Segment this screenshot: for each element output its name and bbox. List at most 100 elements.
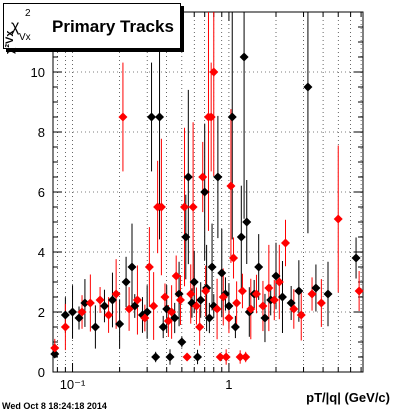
- data-point: [307, 289, 317, 299]
- data-point: [226, 181, 236, 191]
- data-point: [311, 283, 321, 293]
- data-point: [158, 322, 168, 332]
- y-tick-label: 0: [38, 365, 45, 380]
- data-point: [111, 289, 121, 299]
- data-point: [124, 304, 134, 314]
- data-point: [60, 310, 70, 320]
- title-symbol-chi: χ: [11, 18, 20, 35]
- markers-layer: [50, 52, 364, 362]
- data-point: [207, 262, 217, 272]
- data-point: [303, 82, 313, 92]
- data-point: [115, 319, 125, 329]
- data-point: [127, 262, 137, 272]
- data-point: [206, 112, 216, 122]
- data-point: [200, 187, 210, 197]
- data-point: [175, 295, 185, 305]
- data-point: [151, 352, 161, 362]
- data-point: [294, 286, 304, 296]
- data-point: [140, 313, 150, 323]
- data-point: [171, 271, 181, 281]
- data-point: [107, 295, 117, 305]
- data-point: [269, 295, 279, 305]
- data-point: [118, 112, 128, 122]
- tick-labels-layer: 0 2 4 6 8 10 10⁻¹ 1: [31, 65, 233, 392]
- data-point: [183, 172, 193, 182]
- data-point: [277, 292, 287, 302]
- data-point: [165, 352, 175, 362]
- data-point: [201, 286, 211, 296]
- chart-title: Primary Tracks: [52, 17, 174, 36]
- data-point: [218, 292, 228, 302]
- data-point: [90, 322, 100, 332]
- y-tick-label: 4: [38, 245, 45, 260]
- y-tick-label: 10: [31, 65, 45, 80]
- data-point: [251, 289, 261, 299]
- data-point: [215, 352, 225, 362]
- data-point: [212, 304, 222, 314]
- data-point: [155, 112, 165, 122]
- data-point: [354, 286, 364, 296]
- data-point: [174, 289, 184, 299]
- data-point: [74, 313, 84, 323]
- data-point: [77, 307, 87, 317]
- data-point: [188, 202, 198, 212]
- data-point: [50, 349, 60, 359]
- x-tick-label: 1: [225, 377, 232, 392]
- data-point: [193, 352, 203, 362]
- data-point: [60, 322, 70, 332]
- data-point: [189, 277, 199, 287]
- data-point: [254, 262, 264, 272]
- data-point: [236, 232, 246, 242]
- y-tick-label: 2: [38, 305, 45, 320]
- data-point: [227, 112, 237, 122]
- data-point: [232, 298, 242, 308]
- x-tick-label: 10⁻¹: [60, 377, 86, 392]
- data-point: [316, 298, 326, 308]
- chart-title-box: χ 2 Vx Primary Tracks: [3, 3, 181, 49]
- data-point: [242, 217, 252, 227]
- data-point: [180, 202, 190, 212]
- data-point: [196, 295, 206, 305]
- data-point: [260, 313, 270, 323]
- data-point: [209, 67, 219, 77]
- data-point: [274, 277, 284, 287]
- y-axis-label: χ²Vx: [4, 30, 16, 54]
- data-point: [99, 301, 109, 311]
- data-point: [224, 301, 234, 311]
- data-point: [217, 268, 227, 278]
- data-point: [167, 307, 177, 317]
- data-point: [264, 283, 274, 293]
- data-point: [85, 298, 95, 308]
- data-point: [156, 202, 166, 212]
- data-point: [163, 316, 173, 326]
- data-point: [177, 337, 187, 347]
- data-point: [160, 292, 170, 302]
- data-point: [323, 289, 333, 299]
- data-point: [296, 310, 306, 320]
- data-point: [186, 289, 196, 299]
- data-point: [289, 304, 299, 314]
- data-point: [280, 238, 290, 248]
- title-symbol-superscript: 2: [25, 8, 31, 19]
- data-point: [170, 313, 180, 323]
- data-point: [246, 304, 256, 314]
- data-point: [149, 301, 159, 311]
- data-point: [182, 352, 192, 362]
- data-point: [221, 352, 231, 362]
- data-point: [271, 271, 281, 281]
- data-point: [195, 322, 205, 332]
- data-point: [258, 301, 268, 311]
- data-point: [80, 298, 90, 308]
- y-tick-label: 6: [38, 185, 45, 200]
- x-axis-label: pT/|q| (GeV/c): [306, 390, 390, 405]
- data-point: [239, 52, 249, 62]
- data-point: [204, 313, 214, 323]
- data-point: [351, 253, 361, 263]
- data-point: [147, 112, 157, 122]
- data-point: [191, 301, 201, 311]
- data-point: [104, 310, 114, 320]
- data-point: [50, 343, 60, 353]
- data-point: [132, 295, 142, 305]
- data-point: [333, 214, 343, 224]
